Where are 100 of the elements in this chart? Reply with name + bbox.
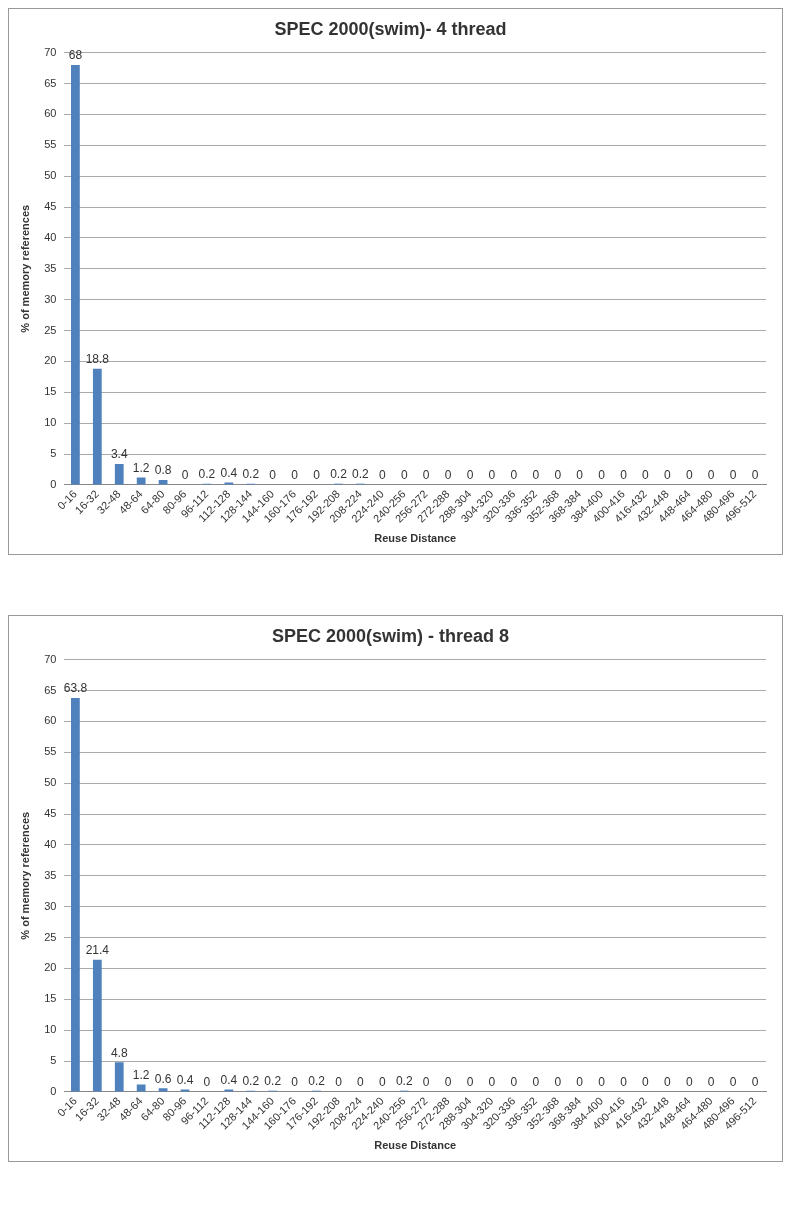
y-tick-label: 20 (44, 354, 57, 367)
data-label: 0 (620, 1075, 628, 1090)
y-tick-label: 0 (50, 477, 57, 490)
data-label: 0 (664, 468, 671, 483)
data-label: 0 (444, 1075, 452, 1090)
x-axis-title: Reuse Distance (374, 532, 457, 545)
y-tick-label: 30 (44, 292, 57, 305)
data-label: 0 (488, 468, 496, 483)
data-label: 0 (532, 468, 540, 483)
y-tick-label: 35 (44, 261, 57, 274)
y-tick-label: 45 (44, 807, 57, 820)
y-tick-label: 65 (44, 683, 57, 696)
y-tick-label: 25 (44, 930, 57, 943)
y-tick-label: 60 (44, 107, 57, 120)
data-label: 0.2 (308, 1074, 326, 1088)
y-tick-label: 0 (50, 1084, 57, 1097)
data-label: 0 (203, 1075, 211, 1090)
data-label: 0 (685, 1075, 693, 1090)
data-label: 0.2 (352, 467, 370, 481)
data-label: 0.2 (330, 467, 348, 481)
y-tick-label: 15 (44, 992, 57, 1005)
y-tick-label: 35 (44, 868, 57, 881)
data-label: 4.8 (110, 1045, 128, 1060)
data-label: 18.8 (85, 352, 110, 367)
x-axis-title: Reuse Distance (374, 1139, 457, 1152)
y-axis-title: % of memory references (18, 204, 31, 333)
data-label: 0.4 (220, 1072, 238, 1087)
data-label: 0 (664, 1075, 671, 1090)
data-label: 1.2 (132, 1067, 150, 1082)
y-tick-label: 50 (44, 776, 57, 789)
bar (71, 697, 80, 1092)
y-tick-label: 5 (50, 447, 57, 460)
data-label: 0 (751, 1075, 759, 1090)
bar (92, 368, 102, 485)
data-label: 0 (554, 1075, 562, 1090)
y-tick-label: 20 (44, 961, 57, 974)
bar (114, 463, 124, 485)
y-tick-label: 40 (44, 837, 57, 850)
data-label: 0.2 (242, 1074, 260, 1088)
data-label: 0 (444, 468, 452, 483)
data-label: 0 (422, 468, 430, 483)
y-tick-label: 70 (44, 45, 57, 58)
data-label: 0 (181, 468, 189, 483)
data-label: 0 (400, 468, 408, 483)
y-axis-title: % of memory references (18, 811, 31, 940)
y-tick-label: 15 (44, 385, 57, 398)
data-label: 68 (68, 48, 83, 63)
data-label: 0 (510, 1075, 518, 1090)
data-label: 3.4 (110, 447, 128, 462)
data-label: 0 (707, 468, 715, 483)
bar (92, 959, 102, 1092)
bar (71, 64, 80, 485)
bar (114, 1062, 124, 1092)
y-tick-label: 55 (44, 745, 57, 758)
data-label: 0 (554, 468, 562, 483)
data-label: 0 (598, 1075, 606, 1090)
data-label: 0 (378, 468, 386, 483)
data-label: 0 (291, 468, 299, 483)
data-label: 0 (685, 468, 693, 483)
data-label: 0.2 (242, 467, 260, 481)
data-label: 0 (642, 1075, 650, 1090)
data-label: 0 (269, 468, 277, 483)
data-label: 0.6 (154, 1071, 172, 1086)
y-tick-label: 10 (44, 416, 57, 429)
data-label: 0.2 (198, 467, 216, 481)
y-tick-label: 45 (44, 200, 57, 213)
data-label: 0 (751, 468, 759, 483)
data-label: 0 (576, 1075, 584, 1090)
data-label: 0 (335, 1075, 343, 1090)
data-label: 0.2 (395, 1074, 413, 1088)
data-label: 0 (488, 1075, 496, 1090)
data-label: 0 (422, 1075, 430, 1090)
data-label: 0 (729, 1075, 737, 1090)
data-label: 0 (466, 1075, 474, 1090)
data-label: 0 (707, 1075, 715, 1090)
y-tick-label: 40 (44, 230, 57, 243)
data-label: 0.4 (176, 1072, 194, 1087)
data-label: 0 (313, 468, 321, 483)
chart-title: SPEC 2000(swim) - thread 8 (271, 625, 510, 646)
data-label: 0 (576, 468, 584, 483)
data-label: 0 (466, 468, 474, 483)
data-label: 0.2 (264, 1074, 282, 1088)
data-label: 0 (598, 468, 606, 483)
y-tick-label: 30 (44, 899, 57, 912)
data-label: 63.8 (63, 681, 88, 696)
data-label: 21.4 (85, 943, 110, 958)
data-label: 0 (357, 1075, 365, 1090)
y-tick-label: 10 (44, 1023, 57, 1036)
y-tick-label: 65 (44, 76, 57, 89)
data-label: 0 (620, 468, 628, 483)
data-label: 0 (378, 1075, 386, 1090)
data-label: 0 (642, 468, 650, 483)
y-tick-label: 60 (44, 714, 57, 727)
chart-title: SPEC 2000(swim)- 4 thread (274, 18, 507, 39)
data-label: 0 (510, 468, 518, 483)
data-label: 1.2 (132, 460, 150, 475)
data-label: 0.8 (154, 463, 172, 478)
data-label: 0 (729, 468, 737, 483)
y-tick-label: 50 (44, 169, 57, 182)
data-label: 0 (291, 1075, 299, 1090)
